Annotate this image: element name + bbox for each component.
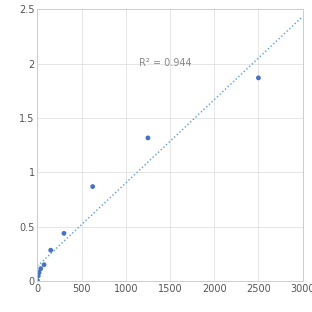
Point bbox=[256, 76, 261, 80]
Point bbox=[145, 135, 150, 140]
Point bbox=[48, 248, 53, 253]
Point bbox=[41, 262, 46, 267]
Text: R² = 0.944: R² = 0.944 bbox=[139, 58, 195, 68]
Point bbox=[37, 270, 41, 275]
Point bbox=[61, 231, 66, 236]
Point bbox=[38, 266, 43, 271]
Point bbox=[35, 278, 40, 283]
Point bbox=[90, 184, 95, 189]
Point bbox=[36, 273, 41, 278]
